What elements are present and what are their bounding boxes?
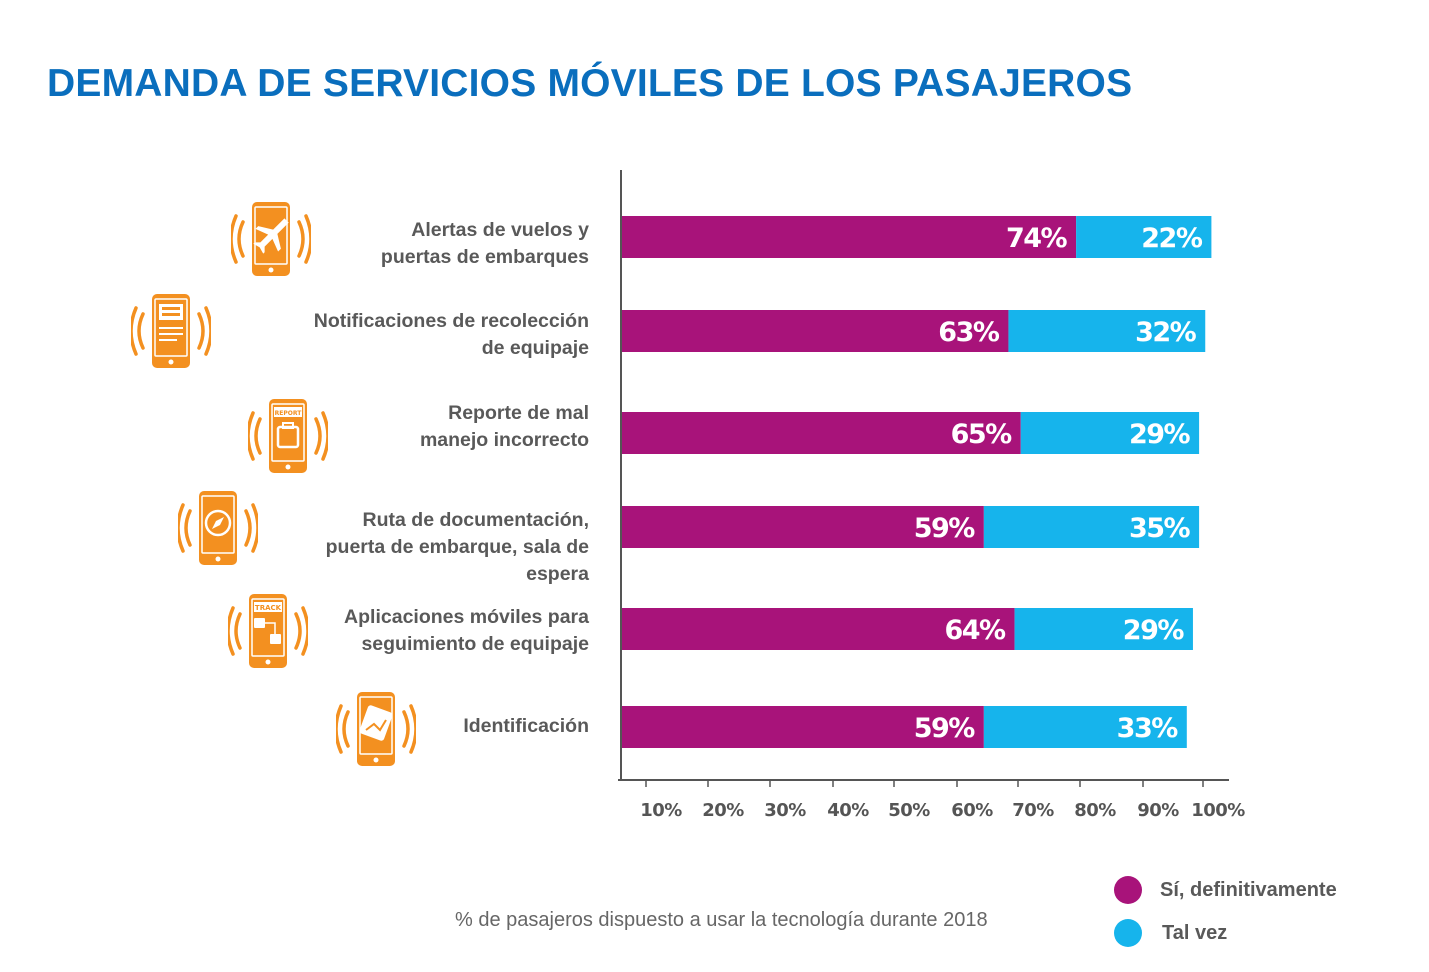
bar-tal-vez-0 — [1076, 216, 1212, 258]
bar-si-0 — [621, 216, 1077, 258]
x-tick-label: 20% — [702, 800, 744, 821]
x-axis-caption: % de pasajeros dispuesto a usar la tecno… — [455, 909, 988, 931]
bar-value-label: 32% — [1135, 317, 1197, 348]
category-label-line: Alertas de vuelos y — [411, 219, 589, 241]
x-tick-label: 80% — [1074, 800, 1116, 821]
phone-boarding-pass-icon — [129, 292, 213, 375]
bar-si-1 — [621, 310, 1009, 352]
bar-value-label: 29% — [1123, 615, 1185, 646]
svg-text:REPORT: REPORT — [275, 410, 303, 417]
x-tick-label: 40% — [827, 800, 869, 821]
category-label-line: de equipaje — [481, 337, 589, 359]
bar-tal-vez-4 — [1014, 608, 1193, 650]
x-tick-label: 100% — [1191, 800, 1245, 821]
bar-si-2 — [621, 412, 1021, 454]
category-label: Ruta de documentación, puerta de embarque… — [326, 507, 589, 588]
phone-track-luggage-icon: TRACK — [226, 592, 310, 675]
x-tick-label: 30% — [764, 800, 806, 821]
bar-si-5 — [621, 706, 984, 748]
category-label-line: Aplicaciones móviles para — [344, 606, 589, 628]
bar-value-label: 35% — [1129, 513, 1191, 544]
category-label-line: puertas de embarques — [380, 246, 589, 268]
category-label-line: espera — [526, 563, 589, 585]
bar-tal-vez-3 — [983, 506, 1200, 548]
x-tick-label: 10% — [640, 800, 682, 821]
bar-value-label: 74% — [1006, 223, 1068, 254]
legend-item-si: Sí, definitivamente — [1114, 876, 1337, 904]
bar-tal-vez-5 — [983, 706, 1187, 748]
category-label-line: manejo incorrecto — [419, 429, 589, 451]
bar-value-label: 33% — [1117, 713, 1179, 744]
category-label-line: Identificación — [463, 715, 589, 737]
category-label-line: seguimiento de equipaje — [361, 633, 589, 655]
bar-value-label: 59% — [914, 713, 976, 744]
phone-id-card-icon — [334, 690, 418, 773]
category-label-line: Reporte de mal — [448, 402, 589, 424]
x-tick-label: 50% — [888, 800, 930, 821]
phone-airplane-icon — [229, 200, 313, 283]
legend-item-tal-vez: Tal vez — [1114, 919, 1227, 947]
bar-value-label: 59% — [914, 513, 976, 544]
category-label: Identificación — [463, 713, 589, 740]
phone-compass-icon — [176, 489, 260, 572]
x-tick-label: 90% — [1137, 800, 1179, 821]
legend-label-tal-vez: Tal vez — [1162, 921, 1228, 944]
x-tick-label: 70% — [1012, 800, 1054, 821]
category-label-line: Notificaciones de recolección — [313, 310, 589, 332]
bar-tal-vez-1 — [1008, 310, 1206, 352]
category-label: Notificaciones de recolección de equipaje — [314, 308, 589, 362]
svg-text:TRACK: TRACK — [255, 604, 282, 612]
bar-value-label: 22% — [1141, 223, 1203, 254]
bar-value-label: 65% — [951, 419, 1013, 450]
bar-value-label: 64% — [944, 615, 1006, 646]
bar-value-label: 29% — [1129, 419, 1191, 450]
legend-swatch-si — [1114, 876, 1142, 904]
bar-si-4 — [621, 608, 1015, 650]
x-tick-label: 60% — [951, 800, 993, 821]
category-label-line: puerta de embarque, sala de — [325, 536, 589, 558]
legend-label-si: Sí, definitivamente — [1160, 878, 1337, 901]
category-label-line: Ruta de documentación, — [362, 509, 589, 531]
chart-title: DEMANDA DE SERVICIOS MÓVILES DE LOS PASA… — [47, 62, 1133, 105]
category-label: Alertas de vuelos y puertas de embarques — [381, 217, 589, 271]
bar-tal-vez-2 — [1020, 412, 1200, 454]
phone-report-suitcase-icon: REPORT — [246, 397, 330, 480]
bar-value-label: 63% — [938, 317, 1000, 348]
bar-si-3 — [621, 506, 984, 548]
category-label: Reporte de mal manejo incorrecto — [420, 400, 589, 454]
legend-swatch-tal-vez — [1114, 919, 1142, 947]
category-label: Aplicaciones móviles para seguimiento de … — [344, 604, 589, 658]
